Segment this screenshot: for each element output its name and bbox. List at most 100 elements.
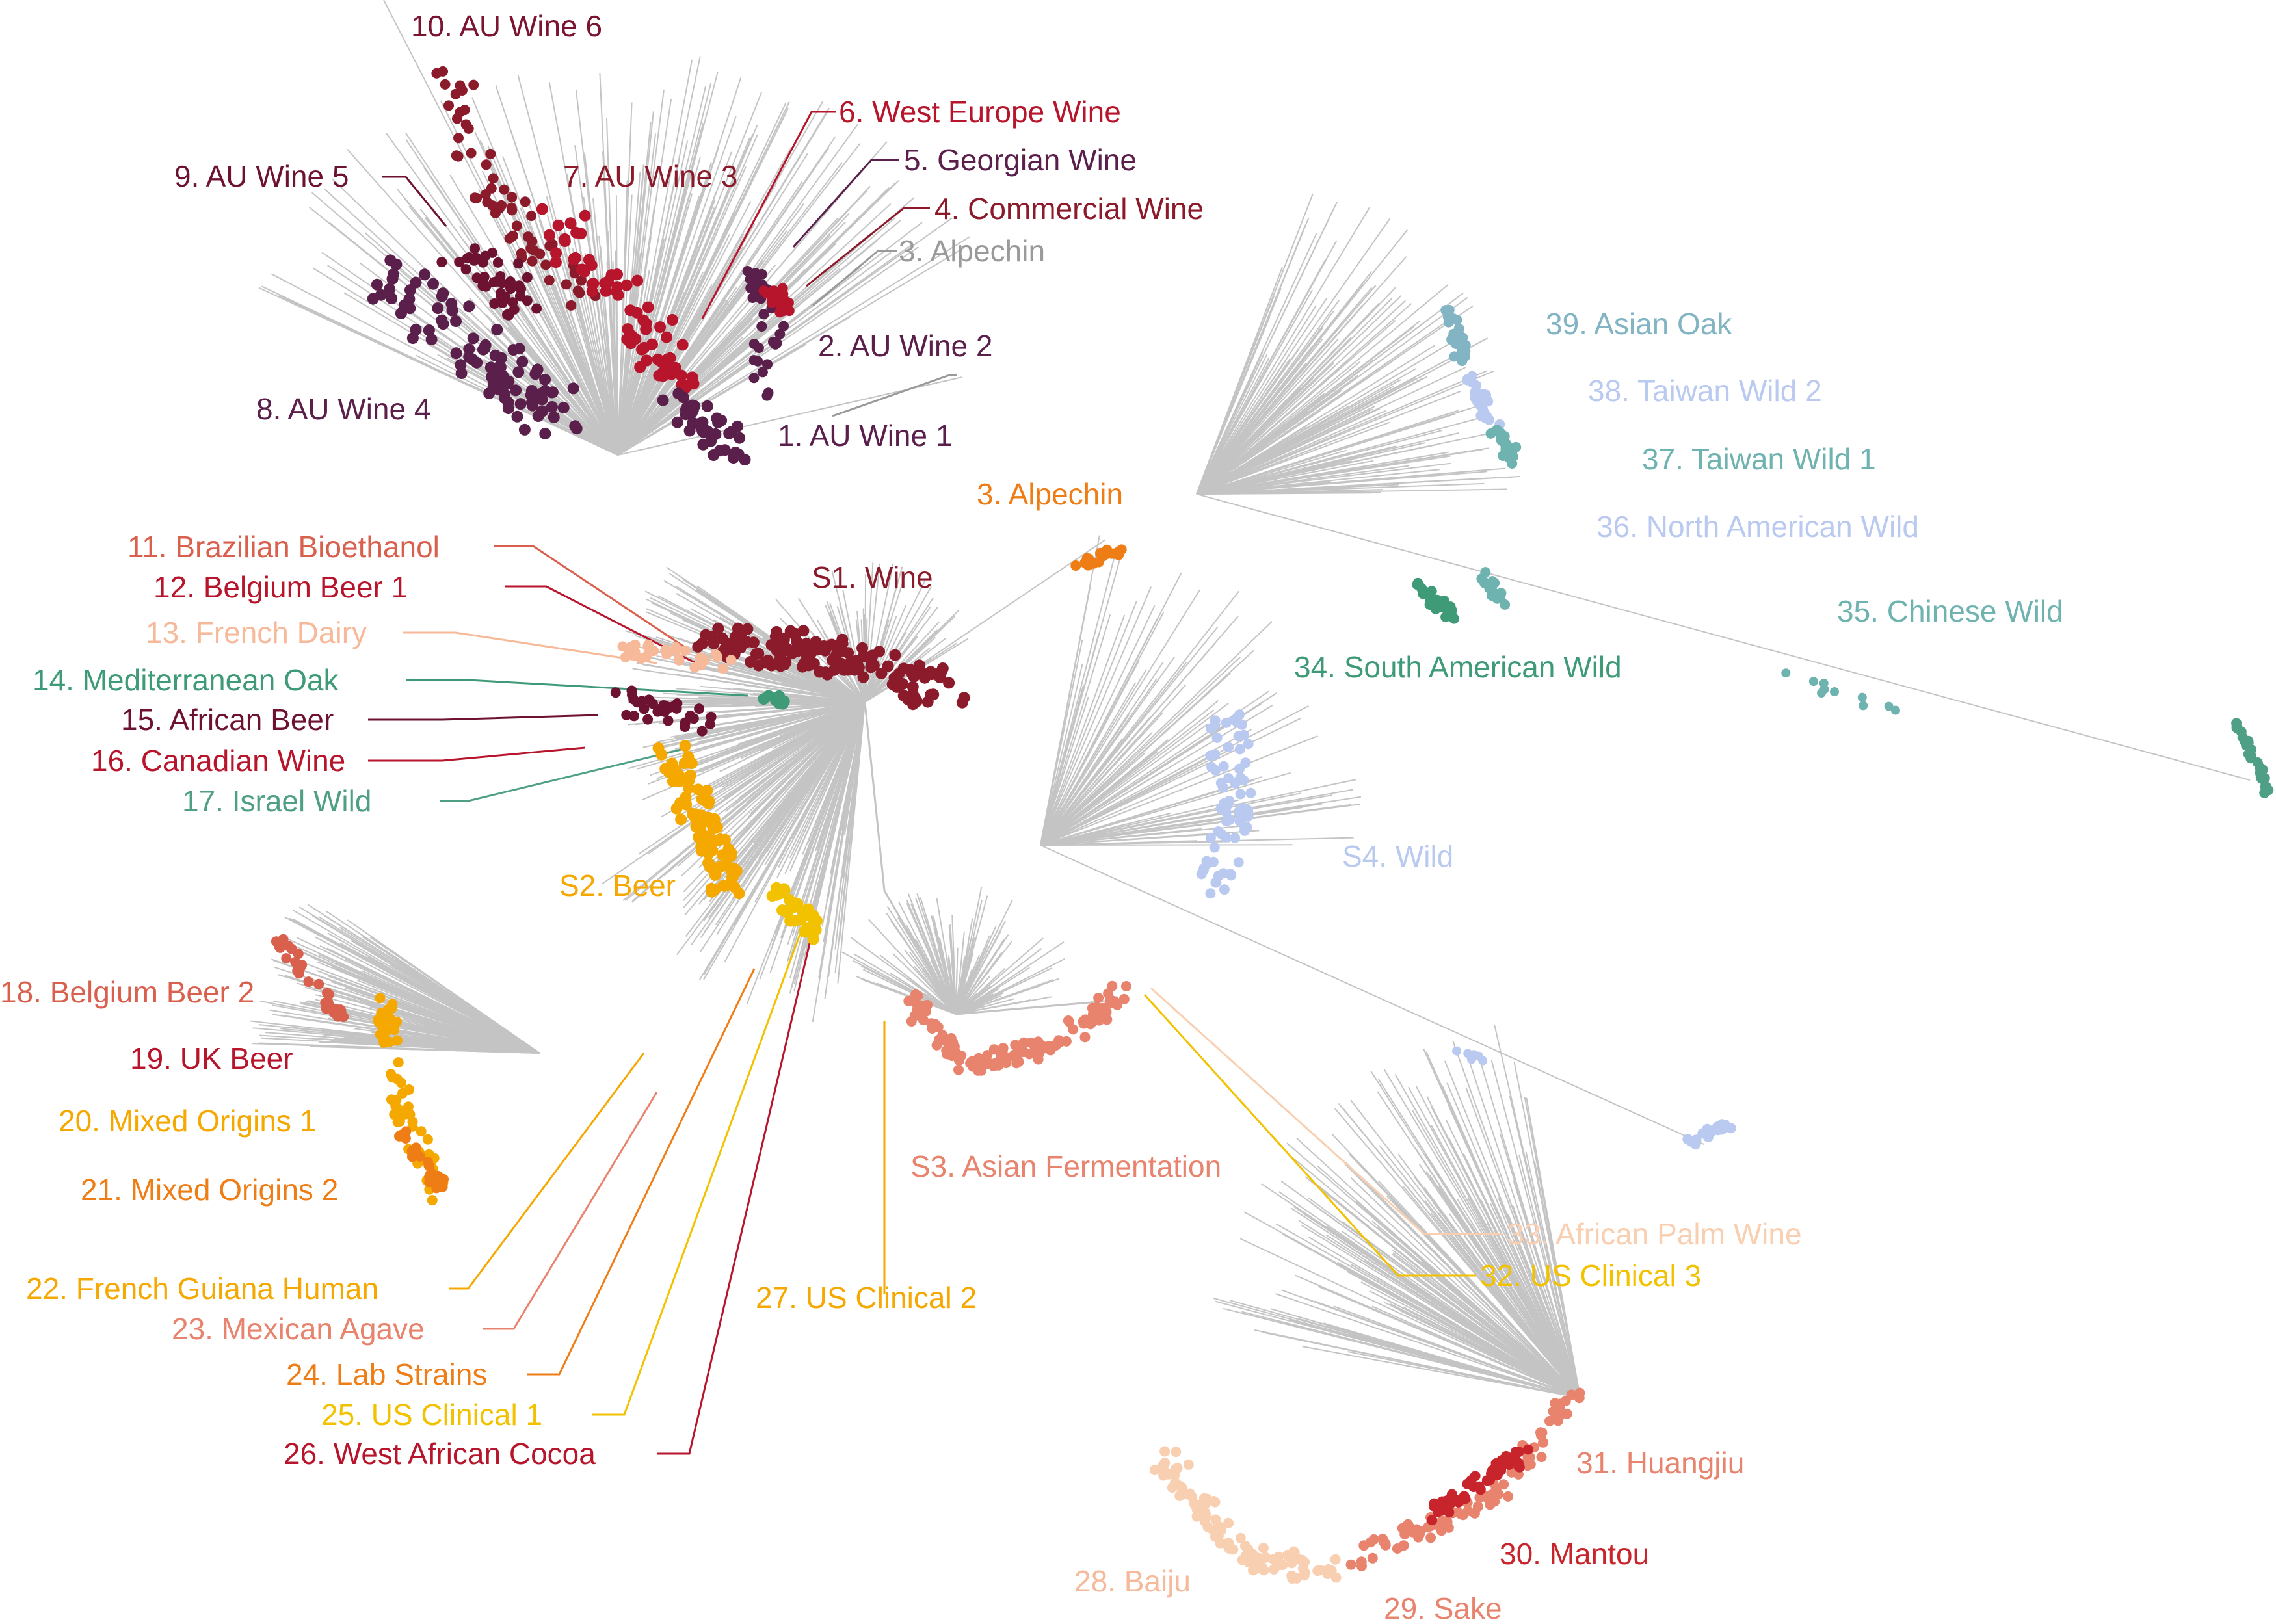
label-alpechin-top: 3. Alpechin [899,234,1045,268]
strain-dot [1472,397,1483,408]
strain-dot [539,428,551,439]
strain-dot [947,1037,959,1048]
strain-dot [1418,588,1429,599]
strain-dot [657,394,669,406]
label-georgian-wine: 5. Georgian Wine [904,143,1137,177]
strain-dot [795,913,807,926]
tree-branch [955,945,989,1015]
strain-dot [786,645,798,657]
strain-dot [386,293,398,304]
strain-dot [1198,1497,1209,1508]
strain-dot [652,706,663,717]
label-baiju: 28. Baiju [1074,1564,1191,1598]
strain-dot [686,371,698,384]
strain-dot [450,315,462,327]
tree-branch [1196,458,1327,495]
label-brazilian-bioethanol: 11. Brazilian Bioethanol [127,530,440,564]
tree-branch [1196,298,1328,495]
strain-dot [520,196,531,207]
strain-dot [663,766,675,778]
strain-dot [717,663,728,674]
tree-branch [648,701,866,785]
strain-dot [765,659,778,672]
strain-dot [1221,807,1232,818]
strain-dot [908,692,921,704]
strain-dot [1241,1550,1251,1561]
strain-dot [338,1012,349,1022]
strain-dot [525,385,538,397]
label-s1-wine: S1. Wine [812,560,933,594]
strain-dot [496,278,507,289]
strain-dot [391,1073,403,1084]
tree-branch [1196,334,1259,495]
strain-dot [897,678,909,690]
tree-branch [1040,682,1137,846]
tree-branch [1402,1306,1581,1398]
tree-branch [1446,1082,1581,1398]
strain-dot [708,449,720,461]
tree-branch [1196,358,1291,495]
tree-branch [1196,364,1295,495]
strain-dot [1293,1554,1304,1565]
strain-dot [696,638,708,649]
strain-dot [654,321,667,334]
label-asian-oak: 39. Asian Oak [1546,307,1732,341]
strain-dot [378,1021,390,1032]
tree-branch [1196,377,1416,495]
tree-branch [1040,626,1219,846]
strain-dot [937,1030,948,1041]
strain-dot [918,1004,929,1015]
strain-dot [2231,718,2242,729]
strain-dot [470,243,480,254]
tree-branch [304,986,540,1054]
strain-dot [322,988,333,999]
strain-dot [539,373,551,386]
strain-dot [436,257,447,268]
tree-branch [617,230,787,456]
tree-branch [1223,1307,1581,1398]
strain-dot [492,257,503,268]
strain-dot [657,370,669,382]
strain-dot [511,410,523,423]
strain-dot [460,264,471,275]
tree-branch [617,116,737,456]
strain-dot [965,1058,976,1069]
tree-branch [1230,1300,1581,1398]
strain-dot [926,1018,937,1029]
tree-branch [1196,283,1449,495]
strain-dot [1083,554,1094,565]
strain-dot [911,999,921,1009]
strain-dot [399,1108,410,1120]
strain-dot [1248,1565,1258,1576]
strain-dot [489,349,501,361]
strain-dot [1449,331,1460,342]
strain-dot [1286,1570,1297,1581]
tree-branch [1196,306,1317,495]
tree-branch [864,609,960,703]
tree-branch [1295,1274,1581,1398]
strain-dot [831,646,843,659]
strain-dot [1379,1537,1390,1548]
strain-dot [1210,1514,1221,1525]
tree-branch [1040,833,1221,846]
label-au-wine-2: 2. AU Wine 2 [818,329,992,363]
strain-dot [995,1056,1006,1067]
tree-branch [638,701,866,855]
tree-branch [864,563,894,703]
strain-dot [1240,757,1251,768]
tree-branch [703,701,866,980]
tree-branch [837,701,866,984]
strain-dot [642,301,654,313]
label-west-europe-wine: 6. West Europe Wine [839,95,1121,129]
strain-dot [438,66,448,77]
strain-dot [499,184,510,195]
strain-dot [942,1049,953,1060]
strain-dot [728,881,741,893]
tree-branch [1040,705,1079,846]
strain-dot [676,339,689,351]
leader-line [368,746,586,762]
strain-dot [391,1094,402,1105]
strain-dot [393,1057,404,1068]
tree-branch [791,701,866,989]
strain-dot [527,255,538,267]
